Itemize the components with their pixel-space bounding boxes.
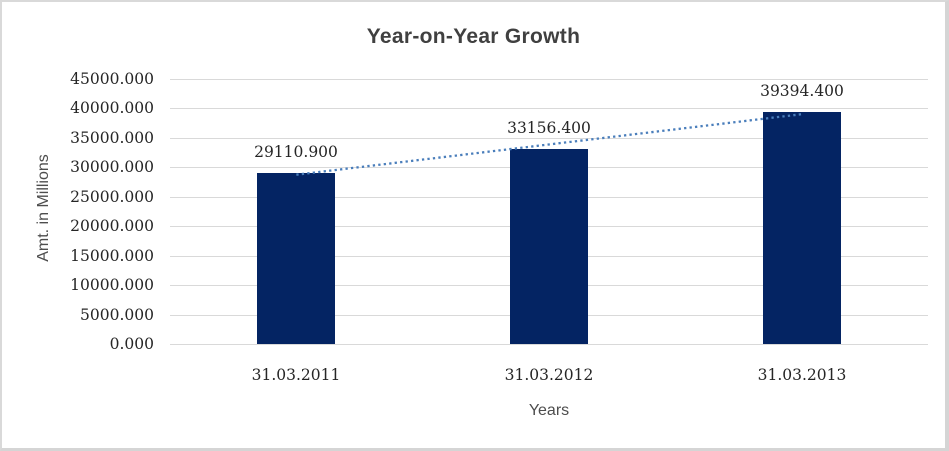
y-axis-tick-label: 40000.000 <box>70 99 154 117</box>
gridline <box>170 344 928 345</box>
y-axis-tick-label: 35000.000 <box>70 129 154 147</box>
chart-title: Year-on-Year Growth <box>366 25 581 48</box>
bar <box>257 173 335 344</box>
y-axis-tick-label: 30000.000 <box>70 158 154 176</box>
y-axis-tick-label: 25000.000 <box>70 188 154 206</box>
y-axis-tick-label: 15000.000 <box>70 247 154 265</box>
bar-value-label: 33156.400 <box>507 119 591 137</box>
gridline <box>170 79 928 80</box>
category-label: 31.03.2011 <box>251 366 341 384</box>
bar-value-label: 29110.900 <box>254 143 338 161</box>
y-axis-tick-label: 45000.000 <box>70 70 154 88</box>
bar <box>763 112 841 344</box>
y-axis-tick-label: 10000.000 <box>70 276 154 294</box>
x-axis-title: Years <box>528 402 570 419</box>
category-label: 31.03.2012 <box>504 366 594 384</box>
y-axis-tick-label: 20000.000 <box>70 217 154 235</box>
category-label: 31.03.2013 <box>757 366 847 384</box>
y-axis-tick-label: 0.000 <box>109 335 154 353</box>
bar-value-label: 39394.400 <box>760 82 844 100</box>
bar <box>510 149 588 344</box>
gridline <box>170 108 928 109</box>
y-axis-tick-label: 5000.000 <box>80 306 154 324</box>
